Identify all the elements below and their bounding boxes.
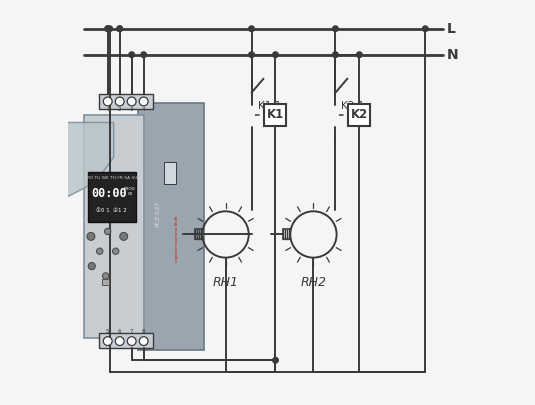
Circle shape xyxy=(139,337,148,345)
Circle shape xyxy=(333,52,338,58)
Text: 00:00: 00:00 xyxy=(91,187,127,200)
Bar xyxy=(102,279,109,285)
Circle shape xyxy=(96,248,103,254)
Text: RH2: RH2 xyxy=(301,276,326,290)
Circle shape xyxy=(88,262,95,270)
Text: K1.1: K1.1 xyxy=(257,100,281,111)
Polygon shape xyxy=(60,122,114,197)
Text: 7: 7 xyxy=(130,328,133,334)
Text: ①0 1  ②1 2: ①0 1 ②1 2 xyxy=(96,208,127,213)
Circle shape xyxy=(120,232,128,240)
Bar xyxy=(264,104,286,126)
Circle shape xyxy=(87,232,95,240)
Circle shape xyxy=(139,97,148,106)
Circle shape xyxy=(356,52,362,58)
Circle shape xyxy=(103,273,109,279)
Circle shape xyxy=(107,26,112,32)
Text: 4: 4 xyxy=(142,107,146,112)
Circle shape xyxy=(103,337,112,345)
Circle shape xyxy=(141,52,147,58)
Circle shape xyxy=(333,26,338,32)
Text: 1: 1 xyxy=(106,107,110,112)
Circle shape xyxy=(104,228,111,234)
Circle shape xyxy=(117,26,123,32)
Bar xyxy=(195,230,202,239)
Circle shape xyxy=(249,52,254,58)
Bar xyxy=(100,333,153,348)
Bar xyxy=(88,172,136,222)
Bar xyxy=(348,104,370,126)
Circle shape xyxy=(127,337,136,345)
Circle shape xyxy=(103,97,112,106)
Text: 8: 8 xyxy=(142,328,146,334)
Circle shape xyxy=(249,26,254,32)
Bar xyxy=(137,102,204,350)
Circle shape xyxy=(116,97,124,106)
Text: 6: 6 xyxy=(118,328,121,334)
Text: K2: K2 xyxy=(351,108,368,121)
Text: MO TU WE TH FR SA SU: MO TU WE TH FR SA SU xyxy=(86,177,137,180)
Text: 3: 3 xyxy=(130,107,133,112)
Bar xyxy=(100,94,153,109)
Circle shape xyxy=(116,337,124,345)
Circle shape xyxy=(117,26,123,32)
Text: 5: 5 xyxy=(106,328,110,334)
Text: PCZ-527: PCZ-527 xyxy=(156,201,160,227)
Bar xyxy=(283,230,291,239)
Text: 2: 2 xyxy=(118,107,121,112)
Circle shape xyxy=(423,26,428,32)
Text: RH1: RH1 xyxy=(212,276,239,290)
Circle shape xyxy=(112,248,119,254)
Text: L: L xyxy=(447,22,456,36)
Circle shape xyxy=(273,358,278,363)
Circle shape xyxy=(105,26,111,32)
Text: N: N xyxy=(447,48,459,62)
Bar xyxy=(164,162,176,184)
Text: K2.1: K2.1 xyxy=(341,100,365,111)
Circle shape xyxy=(129,52,134,58)
Bar xyxy=(84,115,144,338)
Circle shape xyxy=(105,26,111,32)
Circle shape xyxy=(273,52,278,58)
Text: K1: K1 xyxy=(267,108,284,121)
Text: PROG
00: PROG 00 xyxy=(124,188,136,196)
Text: евроавтоматика ФиФ: евроавтоматика ФиФ xyxy=(175,216,179,262)
Circle shape xyxy=(127,97,136,106)
